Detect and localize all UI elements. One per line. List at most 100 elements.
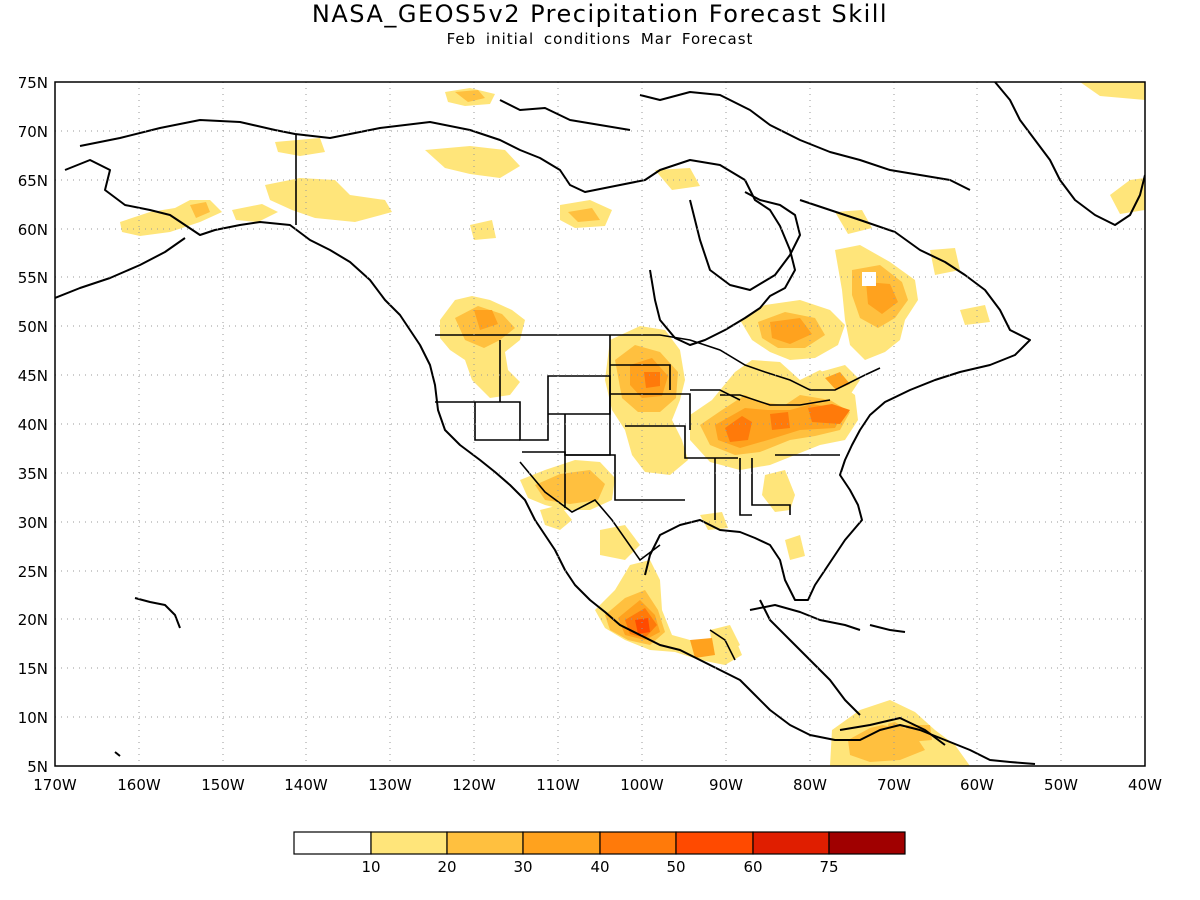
lon-label: 50W xyxy=(1044,776,1078,794)
coastline-hawaii-small xyxy=(114,751,121,757)
colorbar-swatch xyxy=(752,831,830,855)
skill-region-yukon xyxy=(265,178,392,222)
lat-label: 45N xyxy=(18,367,48,385)
lat-label: 5N xyxy=(27,758,48,776)
colorbar-swatch xyxy=(370,831,448,855)
lat-label: 10N xyxy=(18,709,48,727)
skill-region-nm-east xyxy=(600,525,640,560)
border-state-10 xyxy=(625,425,738,459)
border-state-1 xyxy=(435,375,611,441)
skill-region-nwt xyxy=(470,220,496,240)
border-state-14 xyxy=(751,458,791,515)
skill-region-labrador xyxy=(835,210,872,234)
coastline-hispaniola xyxy=(869,624,906,633)
colorbar-label: 20 xyxy=(437,858,456,876)
coastline-labrador xyxy=(644,199,1031,601)
colorbar: 10 20 30 40 50 60 75 xyxy=(293,831,906,876)
border-state-16 xyxy=(720,394,831,406)
lat-label: 55N xyxy=(18,269,48,287)
skill-region-nunavut xyxy=(425,146,520,178)
coastline-aleutians xyxy=(55,237,186,299)
colorbar-label: 40 xyxy=(590,858,609,876)
skill-region-greenland-ne xyxy=(1080,82,1145,100)
coastline-hudson-bay xyxy=(689,191,801,291)
skill-region-pnw-peak xyxy=(474,310,498,330)
lon-label: 120W xyxy=(452,776,496,794)
colorbar-swatch xyxy=(446,831,524,855)
political-borders xyxy=(295,134,881,661)
border-mexico-guatemala xyxy=(709,629,736,661)
skill-region-florida xyxy=(785,535,805,560)
border-state-2 xyxy=(474,402,520,441)
skill-region-southwest-core xyxy=(535,470,605,504)
skill-region-greenland-e xyxy=(1110,178,1145,214)
border-state-9 xyxy=(610,393,691,430)
lon-label: 160W xyxy=(117,776,161,794)
skill-region-alaska-n xyxy=(275,138,325,156)
lat-label: 15N xyxy=(18,660,48,678)
colorbar-label: 50 xyxy=(666,858,685,876)
skill-region-nunavut-e-core xyxy=(568,208,600,222)
lat-label: 65N xyxy=(18,172,48,190)
coastline-central-america xyxy=(759,599,861,716)
lat-label: 35N xyxy=(18,465,48,483)
skill-region-quebec-peak xyxy=(866,282,898,314)
skill-region-alaska-se xyxy=(232,204,278,222)
border-us-mexico xyxy=(519,461,661,562)
coastline-hawaii xyxy=(134,597,181,629)
skill-region-nova-scotia xyxy=(960,305,990,325)
border-state-5 xyxy=(522,451,566,508)
lat-label: 75N xyxy=(18,74,48,92)
lat-label: 70N xyxy=(18,123,48,141)
skill-region-alaska-s-core xyxy=(190,202,210,218)
lat-label: 20N xyxy=(18,611,48,629)
skill-region-dakotas-max xyxy=(644,372,660,388)
border-state-13 xyxy=(739,458,752,516)
lon-label: 150W xyxy=(201,776,245,794)
lon-axis: 170W 160W 150W 140W 130W 120W 110W 100W … xyxy=(33,776,1162,794)
colorbar-swatch xyxy=(522,831,601,855)
colorbar-swatch xyxy=(828,831,906,855)
coastline-arctic-islands xyxy=(499,99,631,131)
lat-label: 25N xyxy=(18,563,48,581)
lon-label: 70W xyxy=(877,776,911,794)
lat-label: 60N xyxy=(18,221,48,239)
lon-label: 170W xyxy=(33,776,77,794)
lon-label: 140W xyxy=(284,776,328,794)
skill-region-south-america-core xyxy=(848,722,925,762)
skill-region-arctic-core xyxy=(455,90,485,102)
skill-region-ontario-peak xyxy=(770,318,812,344)
lon-label: 60W xyxy=(960,776,994,794)
map-title: NASA_GEOS5v2 Precipitation Forecast Skil… xyxy=(311,0,889,28)
skill-region-louisiana xyxy=(700,512,728,530)
skill-region-guatemala xyxy=(690,638,715,658)
map-frame xyxy=(54,81,1146,767)
coastline-baffin xyxy=(639,91,971,191)
skill-region-pennsylvania xyxy=(808,404,850,424)
colorbar-swatch xyxy=(599,831,677,855)
border-us-canada xyxy=(435,334,881,391)
colorbar-label: 10 xyxy=(361,858,380,876)
colorbar-swatch xyxy=(675,831,754,855)
coastlines xyxy=(55,82,1145,765)
lat-label: 50N xyxy=(18,318,48,336)
coastline-cuba xyxy=(749,604,861,631)
colorbar-swatch xyxy=(293,831,372,855)
coastline-alaska-mainland xyxy=(79,119,796,346)
skill-region-baffin xyxy=(655,168,700,190)
coastline-florida xyxy=(839,717,946,746)
skill-region-mexico-peak-max xyxy=(635,618,650,634)
colorbar-label: 30 xyxy=(513,858,532,876)
skill-region-quebec-hole xyxy=(862,272,876,286)
skill-region-southeast xyxy=(762,470,795,512)
lat-label: 30N xyxy=(18,514,48,532)
lon-label: 130W xyxy=(368,776,412,794)
skill-region-texas-west xyxy=(540,505,572,530)
colorbar-label: 75 xyxy=(819,858,838,876)
coastline-greenland xyxy=(994,82,1145,226)
lat-label: 40N xyxy=(18,416,48,434)
border-state-8 xyxy=(610,364,671,390)
lon-label: 100W xyxy=(620,776,664,794)
coastline-alaska-sw xyxy=(64,159,1036,765)
